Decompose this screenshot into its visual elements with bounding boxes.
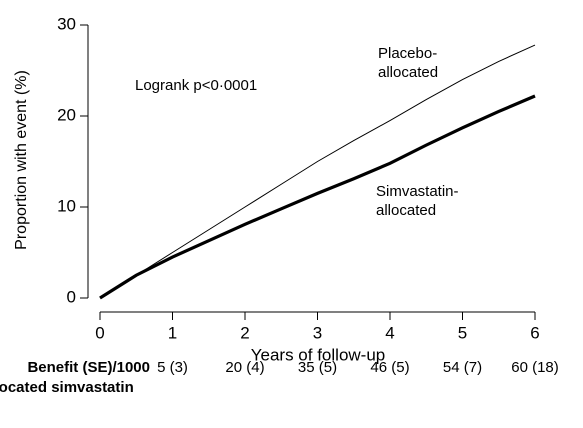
table-value: 35 (5): [298, 359, 337, 376]
x-tick-label: 0: [95, 323, 104, 342]
table-sublabel: allocated simvastatin: [0, 379, 134, 396]
series-label: allocated: [376, 202, 436, 219]
series-line: [99, 94, 536, 300]
x-tick-label: 2: [240, 323, 249, 342]
table-value: 20 (4): [225, 359, 264, 376]
series-label: Simvastatin-: [376, 183, 459, 200]
x-tick-label: 3: [313, 323, 322, 342]
table-value: 54 (7): [443, 359, 482, 376]
y-tick-label: 30: [57, 14, 76, 33]
y-tick-label: 0: [67, 287, 76, 306]
y-tick-label: 10: [57, 196, 76, 215]
series-line: [99, 44, 536, 299]
table-value: 46 (5): [370, 359, 409, 376]
annotation: Logrank p<0·0001: [135, 77, 257, 94]
x-tick-label: 5: [458, 323, 467, 342]
table-label: Benefit (SE)/1000: [27, 359, 150, 376]
y-axis-label: Proportion with event (%): [13, 70, 30, 250]
series-label: allocated: [378, 64, 438, 81]
y-tick-label: 20: [57, 105, 76, 124]
x-tick-label: 4: [385, 323, 394, 342]
table-value: 5 (3): [157, 359, 188, 376]
table-value: 60 (18): [511, 359, 559, 376]
series-label: Placebo-: [378, 45, 437, 62]
x-tick-label: 1: [168, 323, 177, 342]
x-axis-label: Years of follow-up: [251, 345, 386, 364]
x-tick-label: 6: [530, 323, 539, 342]
